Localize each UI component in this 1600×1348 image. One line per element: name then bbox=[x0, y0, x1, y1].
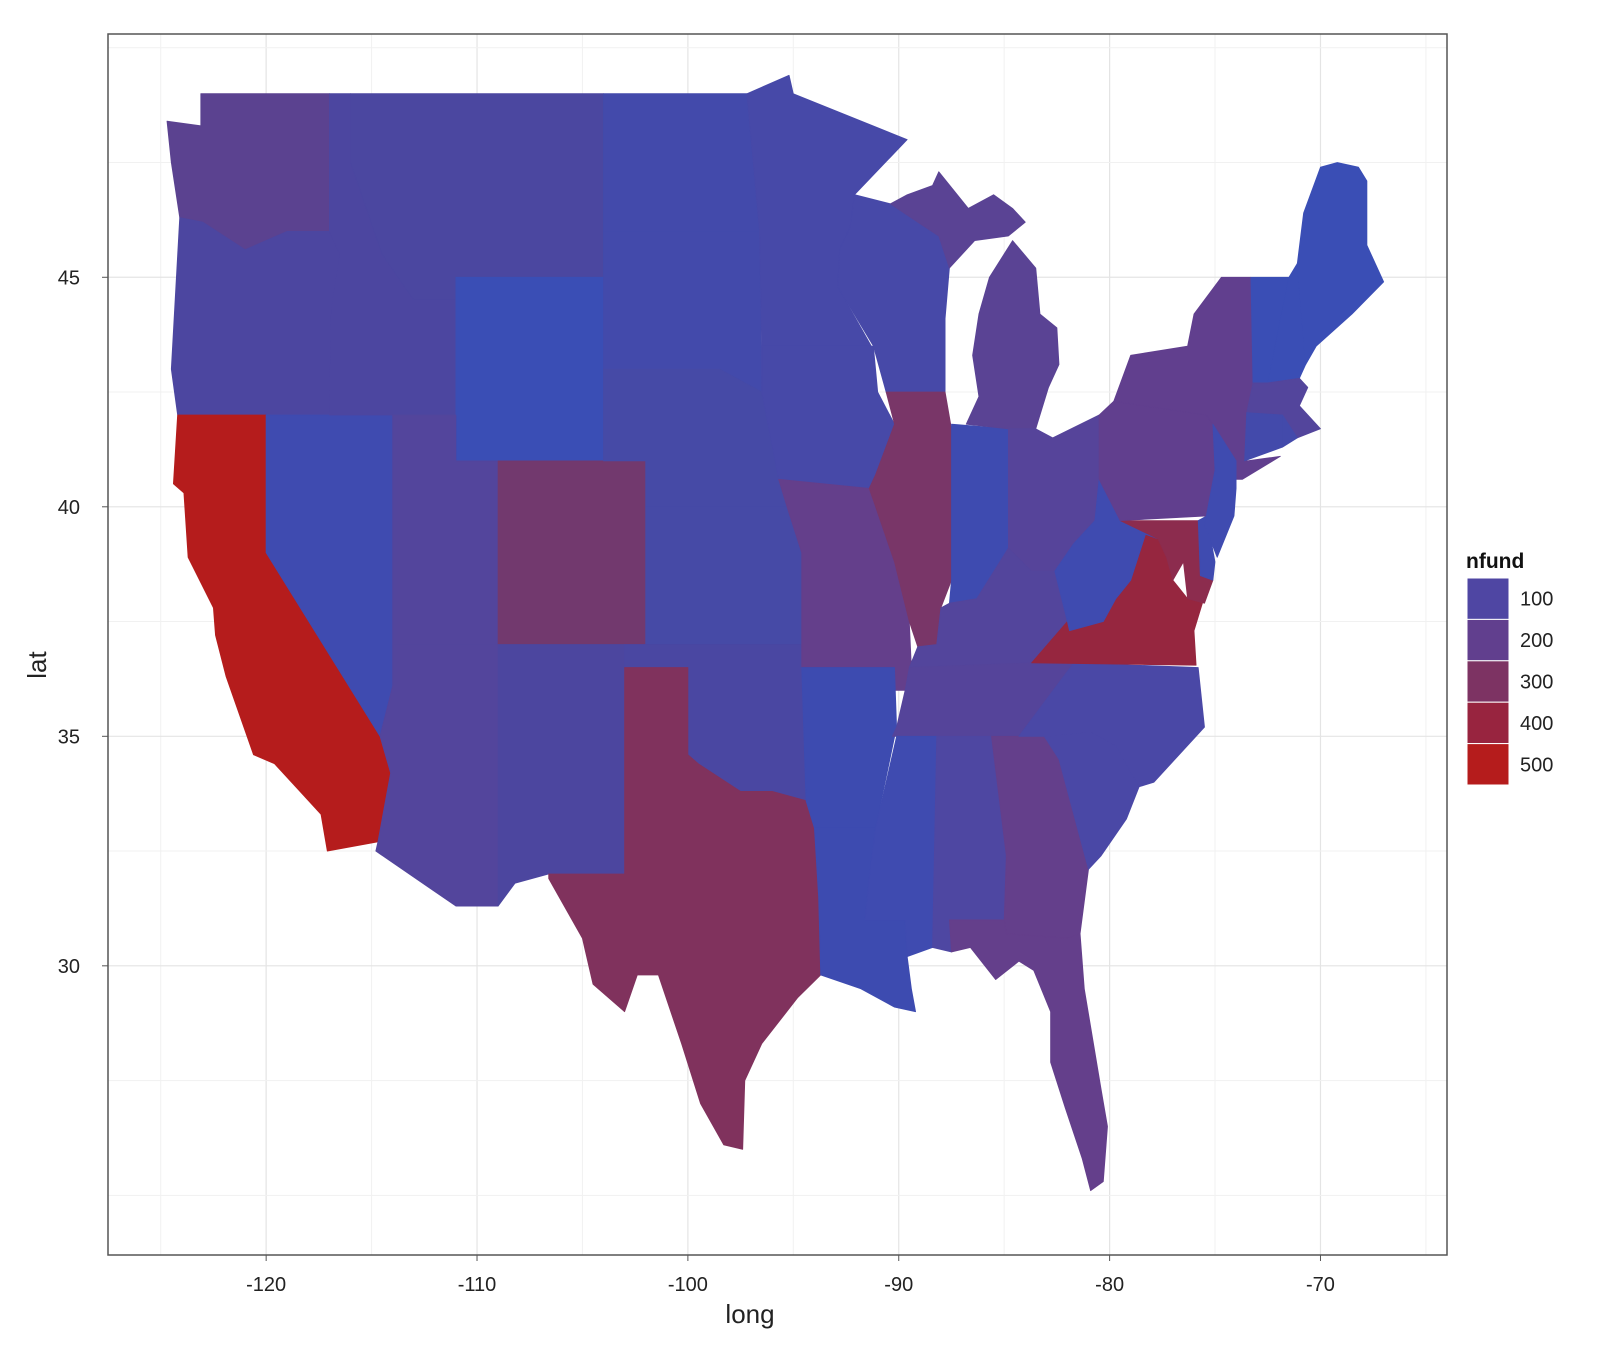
y-tick-label: 45 bbox=[58, 267, 80, 289]
panel-border bbox=[107, 33, 1448, 1256]
state-oregon bbox=[170, 217, 341, 416]
legend-label: 500 bbox=[1520, 754, 1553, 776]
y-tick-label: 40 bbox=[58, 497, 80, 519]
state-michigan bbox=[965, 240, 1060, 430]
x-tick-label: -70 bbox=[1306, 1274, 1335, 1296]
state-shapes bbox=[166, 74, 1385, 1192]
state-west-virginia bbox=[1054, 478, 1159, 632]
x-tick-label: -100 bbox=[668, 1274, 708, 1296]
legend-title: nfund bbox=[1466, 550, 1524, 573]
x-tick-label: -90 bbox=[884, 1274, 913, 1296]
state-maine bbox=[1296, 162, 1385, 365]
x-tick-label: -110 bbox=[458, 1274, 497, 1296]
state-new-hampshire bbox=[1267, 263, 1307, 384]
state-iowa bbox=[761, 345, 895, 489]
legend-swatch bbox=[1466, 660, 1510, 703]
state-michigan-up bbox=[889, 171, 1026, 269]
state-mississippi bbox=[864, 735, 938, 957]
state-delaware bbox=[1197, 515, 1216, 581]
state-wyoming bbox=[455, 276, 604, 462]
axis-ticks: -120 -110 -100 -90 -80 -70 30 35 40 45 bbox=[58, 267, 1335, 1296]
legend-swatch bbox=[1466, 743, 1510, 786]
state-texas bbox=[548, 667, 822, 1150]
state-pennsylvania bbox=[1098, 400, 1216, 521]
legend-swatch bbox=[1466, 701, 1510, 745]
state-new-mexico bbox=[497, 644, 625, 907]
state-north-dakota bbox=[603, 93, 760, 232]
legend-label: 400 bbox=[1520, 713, 1553, 735]
state-florida bbox=[949, 919, 1108, 1192]
y-tick-label: 30 bbox=[58, 956, 80, 978]
x-tick-label: -120 bbox=[246, 1274, 286, 1296]
x-tick-label: -80 bbox=[1095, 1274, 1124, 1296]
legend-label: 100 bbox=[1520, 589, 1553, 611]
state-new-jersey bbox=[1204, 423, 1237, 558]
y-axis-title: lat bbox=[22, 650, 52, 678]
state-north-carolina bbox=[1018, 662, 1205, 788]
y-tick-label: 35 bbox=[58, 726, 80, 748]
legend-label: 300 bbox=[1520, 672, 1553, 694]
state-kansas bbox=[645, 506, 803, 645]
state-south-dakota bbox=[603, 231, 763, 393]
legend-swatch bbox=[1466, 618, 1510, 662]
legend-swatch bbox=[1466, 577, 1510, 620]
state-rhode-island bbox=[1282, 414, 1298, 448]
x-axis-title: long bbox=[725, 1299, 774, 1329]
state-colorado bbox=[497, 460, 647, 645]
legend: nfund 100 200 300 400 500 bbox=[1466, 550, 1553, 786]
legend-label: 200 bbox=[1520, 630, 1553, 652]
